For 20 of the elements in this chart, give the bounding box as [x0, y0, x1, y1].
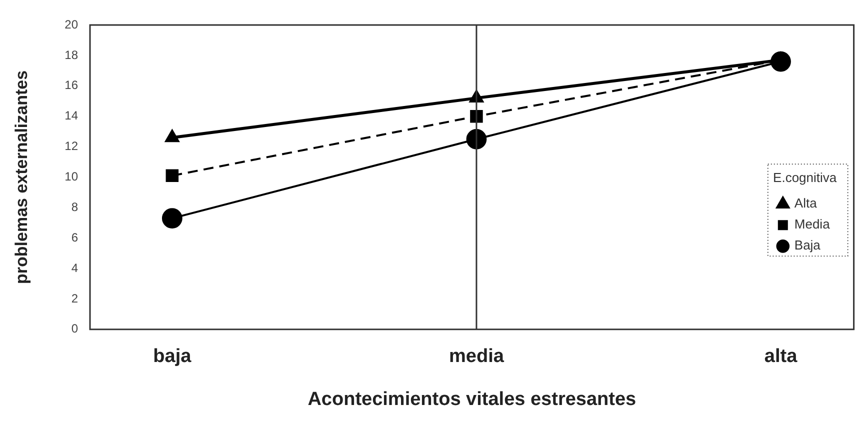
y-tick-label: 10 — [64, 170, 78, 184]
legend-title: E.cognitiva — [773, 170, 838, 186]
y-tick-label: 18 — [64, 48, 78, 62]
legend-label: Alta — [794, 196, 818, 211]
x-tick-label: baja — [153, 346, 192, 368]
y-tick-label: 8 — [71, 200, 78, 214]
legend-label: Media — [794, 216, 831, 232]
y-tick-label: 0 — [71, 322, 78, 336]
x-tick-label: media — [449, 346, 504, 368]
y-axis-title: problemas externalizantes — [12, 70, 31, 284]
y-tick-label: 6 — [71, 230, 78, 244]
x-axis-title: Acontecimientos vitales estresantes — [308, 388, 636, 410]
y-tick-label: 4 — [71, 260, 78, 275]
y-tick-label: 16 — [64, 78, 78, 92]
legend-label: Baja — [794, 238, 822, 253]
y-tick-label: 12 — [64, 139, 78, 154]
y-tick-label: 14 — [64, 108, 78, 123]
y-tick-label: 20 — [64, 17, 78, 32]
y-tick-label: 2 — [71, 291, 78, 306]
x-tick-label: alta — [764, 346, 798, 368]
